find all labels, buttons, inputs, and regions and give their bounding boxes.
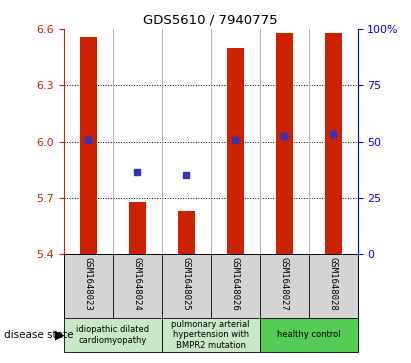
Text: GSM1648023: GSM1648023 <box>84 257 93 311</box>
Bar <box>80 37 97 254</box>
Text: GSM1648024: GSM1648024 <box>133 257 142 311</box>
Bar <box>178 211 195 254</box>
Text: GSM1648025: GSM1648025 <box>182 257 191 311</box>
Text: healthy control: healthy control <box>277 330 340 339</box>
Text: GSM1648026: GSM1648026 <box>231 257 240 311</box>
Title: GDS5610 / 7940775: GDS5610 / 7940775 <box>143 13 278 26</box>
Text: ▶: ▶ <box>55 329 64 341</box>
Text: GSM1648028: GSM1648028 <box>328 257 337 311</box>
Bar <box>260 318 358 352</box>
Text: pulmonary arterial
hypertension with
BMPR2 mutation: pulmonary arterial hypertension with BMP… <box>171 320 250 350</box>
Bar <box>325 33 342 254</box>
Bar <box>64 318 162 352</box>
Bar <box>129 201 146 254</box>
Text: GSM1648027: GSM1648027 <box>279 257 289 311</box>
Text: idiopathic dilated
cardiomyopathy: idiopathic dilated cardiomyopathy <box>76 325 149 344</box>
Bar <box>275 33 293 254</box>
Bar <box>226 48 244 254</box>
Bar <box>162 318 260 352</box>
Text: disease state: disease state <box>4 330 74 340</box>
